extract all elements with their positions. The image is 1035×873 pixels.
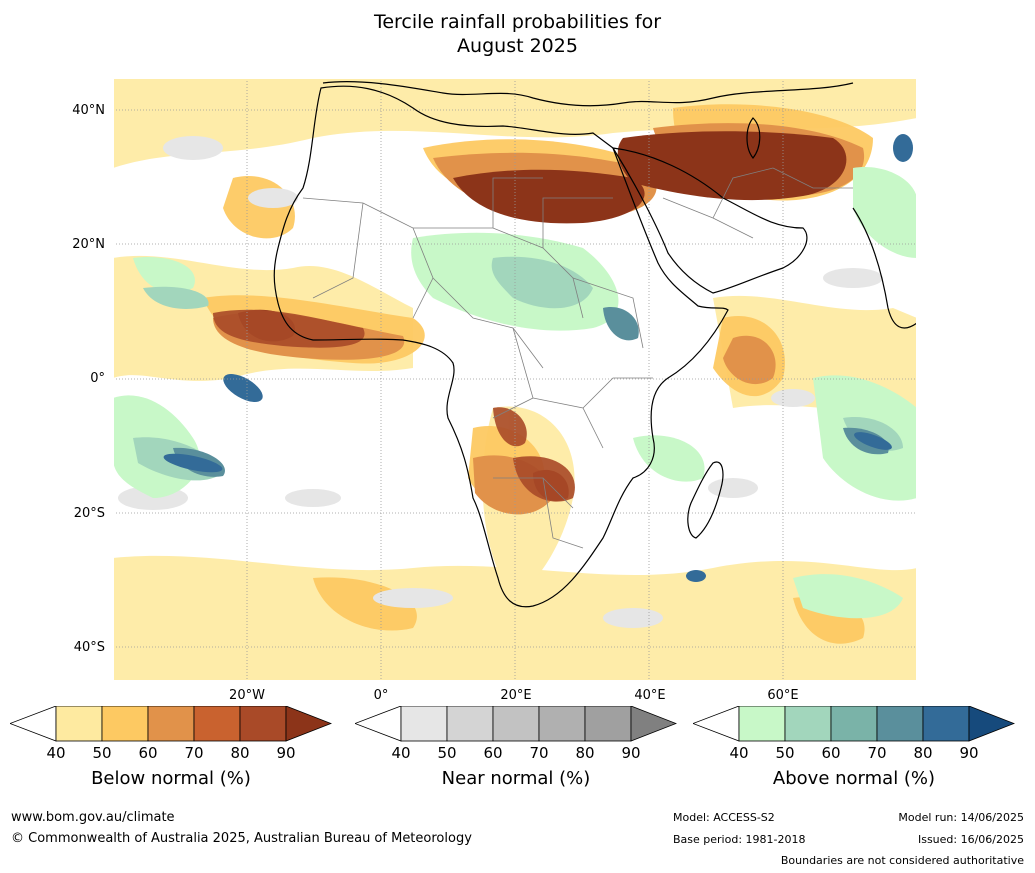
lat-label-20n: 20°N	[72, 237, 105, 252]
below-tick-50: 50	[92, 744, 112, 762]
lat-label-0: 0°	[90, 371, 105, 386]
lat-label-20s: 20°S	[73, 506, 105, 521]
arabia-coastline	[611, 147, 808, 294]
footer-url: www.bom.gov.au/climate	[11, 810, 175, 825]
lat-label-40n: 40°N	[72, 103, 105, 118]
below-normal-legend-title: Below normal (%)	[91, 768, 251, 789]
country-borders	[302, 167, 853, 549]
below-colorbar-bin-50-60	[101, 706, 149, 742]
footer-model: Model: ACCESS-S2	[673, 811, 775, 824]
below-tick-80: 80	[230, 744, 250, 762]
below-colorbar-bin-70-80	[193, 706, 241, 742]
near-colorbar-bin-60-70	[492, 706, 540, 742]
above-normal-legend-title: Above normal (%)	[772, 768, 936, 789]
above-colorbar-low-extension	[693, 706, 740, 742]
below-colorbar-bin-40-50	[55, 706, 103, 742]
above-colorbar-bin-50-60	[784, 706, 832, 742]
lon-label-60e: 60°E	[767, 688, 799, 703]
below-tick-60: 60	[138, 744, 158, 762]
above-tick-70: 70	[867, 744, 887, 762]
lon-label-40e: 40°E	[634, 688, 666, 703]
near-tick-40: 40	[391, 744, 411, 762]
coastlines	[273, 81, 917, 608]
footer-disclaimer: Boundaries are not considered authoritat…	[780, 854, 1024, 867]
rainfall-map	[113, 78, 917, 681]
below-tick-40: 40	[46, 744, 66, 762]
near-tick-70: 70	[529, 744, 549, 762]
india-coastline	[852, 207, 917, 329]
above-normal-extreme-areas	[163, 134, 913, 582]
above-normal-colorbar	[693, 706, 1015, 742]
above-colorbar-bin-70-80	[876, 706, 924, 742]
above-colorbar-bin-60-70	[830, 706, 878, 742]
near-colorbar-low-extension	[355, 706, 402, 742]
footer-model-run: Model run: 14/06/2025	[898, 811, 1024, 824]
near-tick-50: 50	[437, 744, 457, 762]
footer-base-period: Base period: 1981-2018	[673, 833, 806, 846]
above-tick-90: 90	[959, 744, 979, 762]
near-tick-60: 60	[483, 744, 503, 762]
above-tick-40: 40	[729, 744, 749, 762]
near-colorbar-bin-50-60	[446, 706, 494, 742]
europe-coastline	[322, 81, 854, 107]
footer-copyright: © Commonwealth of Australia 2025, Austra…	[11, 831, 472, 846]
near-colorbar-bin-80-90	[584, 706, 632, 742]
near-tick-90: 90	[621, 744, 641, 762]
below-normal-colorbar	[10, 706, 332, 742]
near-colorbar-high-extension	[630, 706, 677, 742]
caspian-coastline	[746, 117, 761, 159]
above-tick-50: 50	[775, 744, 795, 762]
near-tick-80: 80	[575, 744, 595, 762]
above-colorbar-bin-40-50	[738, 706, 786, 742]
map-title-line1: Tercile rainfall probabilities for	[373, 11, 662, 33]
lat-label-40s: 40°S	[73, 640, 105, 655]
above-tick-80: 80	[913, 744, 933, 762]
below-colorbar-bin-80-90	[239, 706, 287, 742]
lon-label-0: 0°	[373, 688, 389, 703]
below-tick-90: 90	[276, 744, 296, 762]
footer-issued: Issued: 16/06/2025	[917, 833, 1024, 846]
below-colorbar-low-extension	[10, 706, 57, 742]
below-colorbar-bin-60-70	[147, 706, 195, 742]
map-gridlines	[113, 78, 917, 681]
near-normal-colorbar	[355, 706, 677, 742]
madagascar-coastline	[687, 461, 724, 539]
lon-label-20w: 20°W	[229, 688, 265, 703]
near-colorbar-bin-40-50	[400, 706, 448, 742]
near-normal-legend-title: Near normal (%)	[441, 768, 591, 789]
above-tick-60: 60	[821, 744, 841, 762]
map-title-line2: August 2025	[457, 35, 578, 57]
africa-coastline	[273, 85, 729, 608]
below-colorbar-high-extension	[285, 706, 332, 742]
above-colorbar-bin-80-90	[922, 706, 970, 742]
above-colorbar-high-extension	[968, 706, 1015, 742]
below-tick-70: 70	[184, 744, 204, 762]
lon-label-20e: 20°E	[500, 688, 532, 703]
near-colorbar-bin-70-80	[538, 706, 586, 742]
